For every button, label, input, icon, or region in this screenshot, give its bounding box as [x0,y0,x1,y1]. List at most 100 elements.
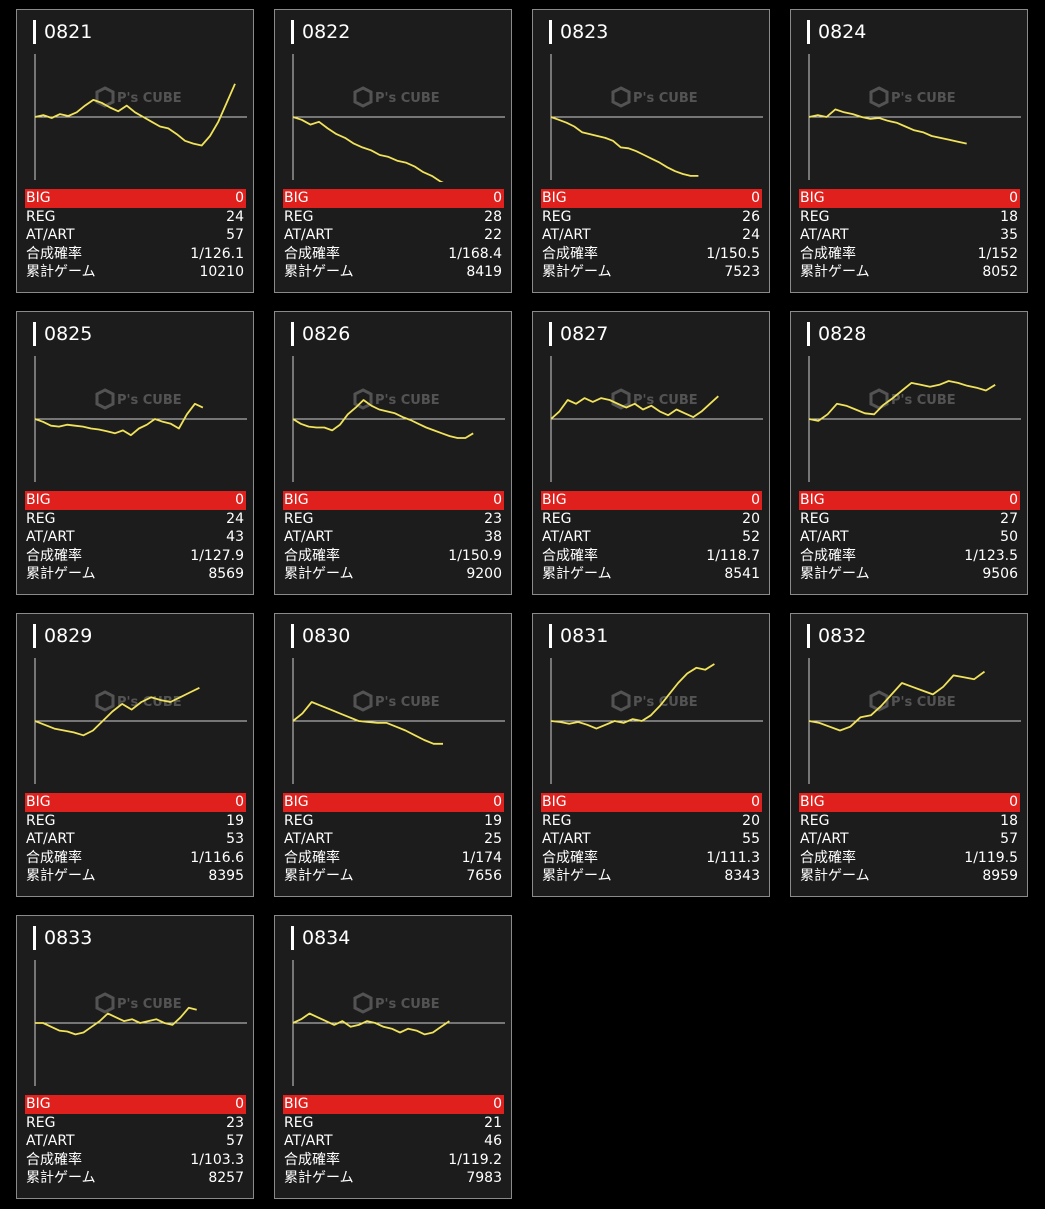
prob-value: 1/119.2 [448,1151,502,1168]
reg-row: REG 24 [25,510,246,529]
prob-value: 1/123.5 [964,547,1018,564]
watermark-logo: P's CUBE [95,86,182,108]
at-value: 46 [484,1133,502,1150]
stats-table: BIG 0 REG 18 AT/ART 35 合成確率 1/152 累計ゲーム … [799,189,1020,282]
reg-label: REG [542,510,572,527]
games-label: 累計ゲーム [26,1170,96,1187]
machine-number: 0831 [549,624,608,648]
machine-card[interactable]: 0825 P's CUBE BIG 0 REG 24 AT/ART 43 合成確… [16,311,254,595]
games-row: 累計ゲーム 7523 [541,263,762,282]
machine-card[interactable]: 0821 P's CUBE BIG 0 REG 24 AT/ART 57 合成確… [16,9,254,293]
prob-value: 1/150.5 [706,245,760,262]
games-value: 8395 [208,868,244,885]
games-value: 8959 [982,868,1018,885]
at-value: 55 [742,831,760,848]
big-label: BIG [542,492,567,508]
machine-card[interactable]: 0823 P's CUBE BIG 0 REG 26 AT/ART 24 合成確… [532,9,770,293]
at-label: AT/ART [26,831,75,848]
watermark-text: P's CUBE [375,91,440,106]
machine-number: 0822 [291,20,350,44]
machine-number: 0823 [549,20,608,44]
machine-number: 0830 [291,624,350,648]
prob-label: 合成確率 [800,547,856,564]
prob-label: 合成確率 [542,245,598,262]
at-row: AT/ART 22 [283,226,504,245]
at-value: 24 [742,227,760,244]
games-value: 7656 [466,868,502,885]
slump-line [292,116,444,182]
slump-line [34,686,200,737]
games-value: 8343 [724,868,760,885]
slump-line [550,116,699,177]
reg-value: 28 [484,208,502,225]
games-value: 8419 [466,264,502,281]
prob-label: 合成確率 [284,849,340,866]
stats-table: BIG 0 REG 20 AT/ART 52 合成確率 1/118.7 累計ゲー… [541,491,762,584]
watermark-text: P's CUBE [633,91,698,106]
games-label: 累計ゲーム [800,264,870,281]
big-label: BIG [284,190,309,206]
watermark-text: P's CUBE [375,393,440,408]
slump-graph: P's CUBE [541,52,763,182]
big-value: 0 [751,190,760,206]
reg-row: REG 23 [25,1114,246,1133]
machine-card[interactable]: 0828 P's CUBE BIG 0 REG 27 AT/ART 50 合成確… [790,311,1028,595]
big-row: BIG 0 [283,189,504,208]
at-value: 22 [484,227,502,244]
machine-card[interactable]: 0832 P's CUBE BIG 0 REG 18 AT/ART 57 合成確… [790,613,1028,897]
big-row: BIG 0 [799,491,1020,510]
machine-card[interactable]: 0831 P's CUBE BIG 0 REG 20 AT/ART 55 合成確… [532,613,770,897]
big-label: BIG [284,794,309,810]
games-row: 累計ゲーム 8419 [283,263,504,282]
at-label: AT/ART [26,227,75,244]
machine-card[interactable]: 0827 P's CUBE BIG 0 REG 20 AT/ART 52 合成確… [532,311,770,595]
games-value: 7983 [466,1170,502,1187]
prob-value: 1/103.3 [190,1151,244,1168]
watermark-text: P's CUBE [117,695,182,710]
stats-table: BIG 0 REG 19 AT/ART 53 合成確率 1/116.6 累計ゲー… [25,793,246,886]
at-value: 50 [1000,529,1018,546]
reg-label: REG [800,208,830,225]
at-label: AT/ART [284,831,333,848]
machine-card[interactable]: 0826 P's CUBE BIG 0 REG 23 AT/ART 38 合成確… [274,311,512,595]
reg-value: 27 [1000,510,1018,527]
slump-line [808,108,967,145]
games-row: 累計ゲーム 7983 [283,1169,504,1188]
at-value: 25 [484,831,502,848]
games-row: 累計ゲーム 8343 [541,867,762,886]
watermark-logo: P's CUBE [353,992,440,1014]
games-row: 累計ゲーム 9200 [283,565,504,584]
slump-line [808,670,986,732]
machine-card[interactable]: 0830 P's CUBE BIG 0 REG 19 AT/ART 25 合成確… [274,613,512,897]
prob-value: 1/118.7 [706,547,760,564]
at-row: AT/ART 25 [283,830,504,849]
machine-card[interactable]: 0822 P's CUBE BIG 0 REG 28 AT/ART 22 合成確… [274,9,512,293]
games-value: 9200 [466,566,502,583]
prob-label: 合成確率 [26,1151,82,1168]
games-label: 累計ゲーム [542,566,612,583]
big-row: BIG 0 [541,189,762,208]
games-row: 累計ゲーム 8052 [799,263,1020,282]
big-row: BIG 0 [25,189,246,208]
watermark-text: P's CUBE [891,695,956,710]
machine-card[interactable]: 0829 P's CUBE BIG 0 REG 19 AT/ART 53 合成確… [16,613,254,897]
prob-value: 1/126.1 [190,245,244,262]
at-row: AT/ART 57 [25,1132,246,1151]
reg-label: REG [284,1114,314,1131]
machine-card[interactable]: 0834 P's CUBE BIG 0 REG 21 AT/ART 46 合成確… [274,915,512,1199]
machine-card[interactable]: 0824 P's CUBE BIG 0 REG 18 AT/ART 35 合成確… [790,9,1028,293]
machine-number: 0825 [33,322,92,346]
games-row: 累計ゲーム 9506 [799,565,1020,584]
machine-number: 0829 [33,624,92,648]
machine-card[interactable]: 0833 P's CUBE BIG 0 REG 23 AT/ART 57 合成確… [16,915,254,1199]
big-value: 0 [1009,492,1018,508]
slump-graph: P's CUBE [283,52,505,182]
stats-table: BIG 0 REG 27 AT/ART 50 合成確率 1/123.5 累計ゲー… [799,491,1020,584]
machine-number: 0826 [291,322,350,346]
prob-label: 合成確率 [284,1151,340,1168]
games-label: 累計ゲーム [284,264,354,281]
reg-value: 24 [226,208,244,225]
big-value: 0 [235,794,244,810]
watermark-logo: P's CUBE [95,992,182,1014]
reg-row: REG 28 [283,208,504,227]
